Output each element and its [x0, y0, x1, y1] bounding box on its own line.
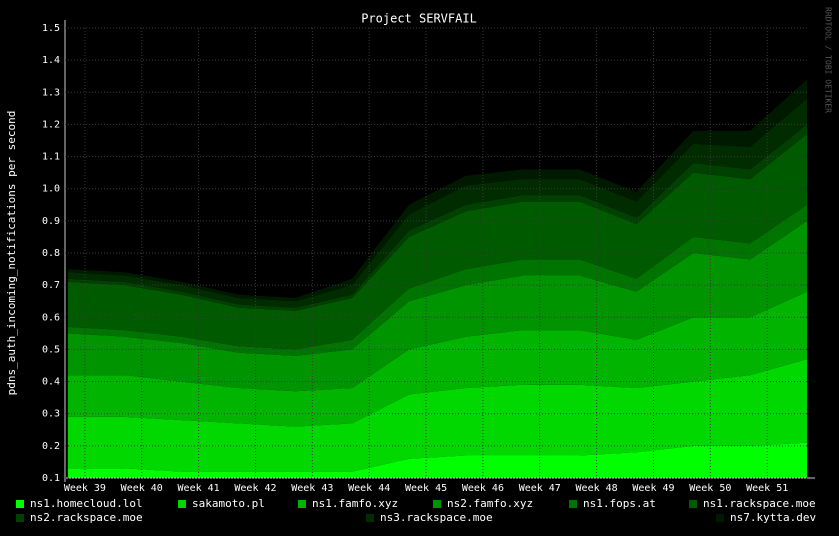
y-tick-label: 0.9 [42, 216, 60, 227]
legend-swatch [16, 500, 24, 508]
legend-swatch [569, 500, 577, 508]
area [67, 134, 807, 350]
x-tick-label: Week 46 [462, 483, 504, 494]
area [67, 98, 807, 308]
area [67, 291, 807, 427]
y-tick-label: 1.1 [42, 152, 60, 163]
legend-swatch [689, 500, 697, 508]
x-tick-label: Week 44 [348, 483, 390, 494]
y-axis-label: pdns_auth_incoming_notifications per sec… [5, 111, 18, 396]
area [67, 442, 807, 478]
y-tick-label: 0.8 [42, 248, 60, 259]
legend-swatch [298, 500, 306, 508]
legend-swatch [433, 500, 441, 508]
y-tick-label: 0.1 [42, 473, 60, 484]
x-tick-label: Week 40 [121, 483, 163, 494]
x-tick-label: Week 51 [746, 483, 788, 494]
area [67, 359, 807, 472]
watermark: RRDTOOL / TOBI OETIKER [824, 7, 833, 113]
x-tick-label: Week 48 [576, 483, 618, 494]
y-tick-label: 0.6 [42, 312, 60, 323]
area [67, 124, 807, 311]
y-tick-label: 0.2 [42, 441, 60, 452]
y-tick-label: 0.4 [42, 377, 60, 388]
y-tick-label: 1.4 [42, 55, 60, 66]
legend-swatch [366, 514, 374, 522]
x-tick-label: Week 41 [178, 483, 220, 494]
legend-swatch [16, 514, 24, 522]
x-tick-label: Week 43 [291, 483, 333, 494]
y-tick-label: 1.2 [42, 119, 60, 130]
legend-label: ns2.rackspace.moe [30, 511, 143, 524]
y-tick-label: 0.7 [42, 280, 60, 291]
x-tick-label: Week 42 [234, 483, 276, 494]
legend-label: ns1.homecloud.lol [30, 497, 143, 510]
legend-swatch [178, 500, 186, 508]
x-tick-label: Week 49 [632, 483, 674, 494]
legend-label: ns1.famfo.xyz [312, 497, 398, 510]
x-tick-label: Week 47 [519, 483, 561, 494]
area [67, 220, 807, 392]
area [67, 204, 807, 356]
y-tick-label: 1.0 [42, 184, 60, 195]
chart-title: Project SERVFAIL [361, 12, 477, 26]
legend-label: ns3.rackspace.moe [380, 511, 493, 524]
y-tick-label: 0.3 [42, 409, 60, 420]
x-tick-label: Week 39 [64, 483, 106, 494]
x-tick-label: Week 50 [689, 483, 731, 494]
legend-swatch [716, 514, 724, 522]
legend-label: ns1.rackspace.moe [703, 497, 816, 510]
legend-label: ns2.famfo.xyz [447, 497, 533, 510]
y-tick-label: 0.5 [42, 344, 60, 355]
plot-area [67, 79, 807, 478]
legend-label: ns1.fops.at [583, 497, 656, 510]
x-tick-label: Week 45 [405, 483, 447, 494]
y-tick-label: 1.5 [42, 23, 60, 34]
legend-label: ns7.kytta.dev [730, 511, 816, 524]
legend-label: sakamoto.pl [192, 497, 265, 510]
y-tick-label: 1.3 [42, 87, 60, 98]
